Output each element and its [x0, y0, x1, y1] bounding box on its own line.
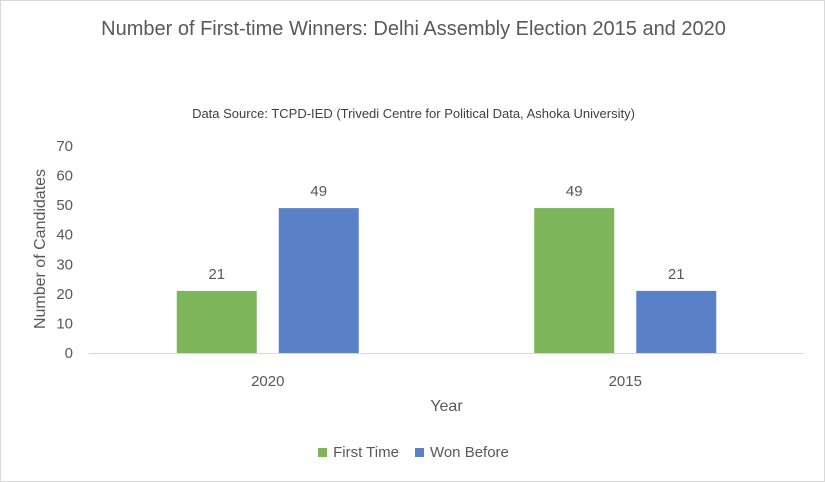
- y-tick-label: 50: [56, 197, 73, 214]
- legend-label: First Time: [333, 444, 399, 461]
- y-tick-label: 10: [56, 315, 73, 332]
- y-tick-label: 60: [56, 168, 73, 185]
- bar-first-time-2015: [534, 208, 615, 353]
- data-label: 21: [668, 266, 685, 283]
- x-category-label: 2015: [609, 373, 642, 390]
- x-axis-title: Year: [430, 398, 463, 415]
- legend-item-first-time: First Time: [318, 444, 399, 461]
- data-label: 21: [208, 266, 225, 283]
- y-tick-label: 0: [65, 345, 73, 362]
- chart-subtitle: Data Source: TCPD-IED (Trivedi Centre fo…: [192, 106, 635, 121]
- legend-item-won-before: Won Before: [414, 444, 509, 461]
- data-label: 49: [310, 183, 327, 200]
- bar-won-before-2020: [278, 208, 359, 353]
- x-category-label: 2020: [251, 373, 284, 390]
- chart-legend: First Time Won Before: [1, 444, 824, 461]
- legend-swatch: [318, 448, 328, 457]
- data-label: 49: [566, 183, 583, 200]
- y-tick-label: 30: [56, 256, 73, 273]
- bar-won-before-2015: [636, 290, 717, 353]
- chart-title: Number of First-time Winners: Delhi Asse…: [101, 18, 726, 40]
- legend-swatch: [414, 448, 424, 457]
- y-axis-title: Number of Candidates: [32, 169, 49, 329]
- y-tick-label: 70: [56, 138, 73, 155]
- y-tick-label: 40: [56, 227, 73, 244]
- bar-first-time-2020: [176, 290, 257, 353]
- legend-label: Won Before: [429, 444, 509, 461]
- y-tick-label: 20: [56, 286, 73, 303]
